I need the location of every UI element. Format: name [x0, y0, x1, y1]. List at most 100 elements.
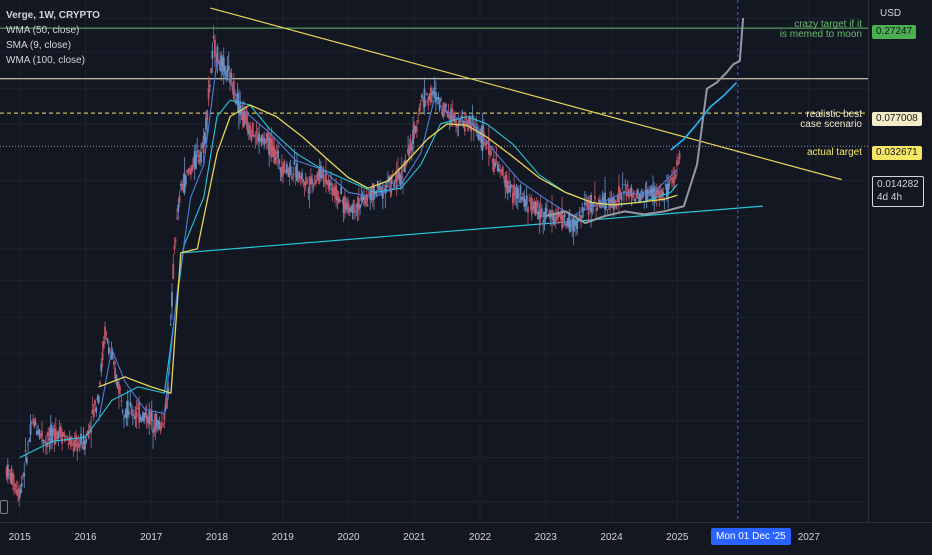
- candle-body-7: [15, 484, 17, 487]
- legend-sma9[interactable]: SMA (9, close): [6, 38, 100, 53]
- candle-body-16: [26, 457, 28, 463]
- candle-body-428: [546, 209, 548, 210]
- candle-body-243: [312, 187, 314, 188]
- candle-body-327: [419, 108, 421, 112]
- candle-body-167: [217, 47, 219, 63]
- candle-body-98: [129, 402, 131, 406]
- time-axis[interactable]: [0, 522, 932, 551]
- candle-body-57: [78, 443, 80, 444]
- candle-body-17: [27, 444, 29, 445]
- price-tag-crazy[interactable]: 0.27247: [872, 25, 916, 39]
- candle-body-402: [513, 184, 515, 196]
- candle-body-5: [12, 473, 14, 486]
- candle-body-301: [386, 186, 388, 188]
- candle-body-405: [517, 188, 519, 198]
- candle-body-18: [28, 440, 30, 442]
- candle-body-295: [378, 186, 380, 190]
- candle-body-75: [100, 363, 102, 371]
- bar-countdown: 4d 4h: [877, 191, 919, 204]
- candle-body-492: [627, 185, 629, 186]
- candle-body-416: [531, 198, 533, 215]
- crosshair-date-label: Mon 01 Dec '25: [711, 528, 791, 545]
- candle-body-12: [21, 483, 23, 486]
- candle-body-144: [187, 172, 189, 173]
- candle-body-19: [30, 424, 32, 435]
- candle-body-66: [89, 426, 91, 427]
- candle-body-442: [564, 213, 566, 217]
- price-tag-realistic[interactable]: 0.077008: [872, 112, 922, 126]
- candle-body-348: [445, 104, 447, 107]
- candle-body-137: [179, 196, 181, 203]
- candle-body-234: [301, 173, 303, 179]
- price-scale[interactable]: [868, 0, 932, 522]
- candle-body-93: [123, 418, 125, 419]
- candle-body-142: [185, 175, 187, 184]
- candle-body-231: [297, 182, 299, 183]
- candle-body-77: [103, 341, 105, 348]
- candle-body-63: [85, 439, 87, 443]
- candle-body-29: [42, 440, 44, 442]
- candle-body-328: [420, 104, 422, 105]
- candle-body-230: [296, 163, 298, 181]
- candle-body-452: [576, 221, 578, 229]
- candle-body-90: [119, 389, 121, 390]
- price-tag-actual[interactable]: 0.032671: [872, 146, 922, 160]
- candle-body-488: [622, 184, 624, 185]
- candle-body-73: [98, 396, 100, 403]
- annotation-actual: actual target: [807, 148, 862, 158]
- legend-symbol[interactable]: Verge, 1W, CRYPTO: [6, 8, 100, 23]
- candle-body-176: [228, 66, 230, 70]
- candle-body-164: [213, 36, 215, 38]
- candle-body-99: [131, 409, 133, 414]
- candle-body-216: [278, 159, 280, 164]
- candle-body-41: [57, 433, 59, 439]
- candle-body-39: [55, 429, 57, 442]
- candle-body-277: [355, 211, 357, 212]
- currency-label[interactable]: USD: [880, 8, 901, 19]
- candle-body-190: [246, 115, 248, 124]
- collapse-panel-icon[interactable]: [0, 500, 8, 514]
- candle-body-191: [247, 123, 249, 132]
- candle-body-113: [148, 412, 150, 424]
- candle-body-468: [597, 208, 599, 209]
- candle-body-20: [31, 422, 33, 423]
- candle-body-101: [133, 414, 135, 415]
- candle-body-154: [200, 152, 202, 163]
- candle-body-408: [521, 197, 523, 201]
- candle-body-275: [353, 200, 355, 213]
- candle-body-1: [7, 465, 9, 479]
- candle-body-194: [251, 134, 253, 140]
- candle-body-74: [99, 382, 101, 384]
- legend-wma50[interactable]: WMA (50, close): [6, 23, 100, 38]
- candle-body-533: [679, 153, 681, 160]
- candle-body-131: [171, 292, 173, 306]
- candle-body-23: [35, 422, 37, 425]
- candle-body-79: [105, 332, 107, 333]
- candle-body-123: [161, 422, 163, 423]
- candle-body-340: [435, 92, 437, 101]
- candle-body-398: [508, 181, 510, 183]
- candle-body-227: [292, 174, 294, 175]
- candle-body-497: [633, 191, 635, 192]
- price-tag-current[interactable]: 0.014282 4d 4h: [872, 176, 924, 207]
- candle-body-380: [485, 143, 487, 149]
- candle-body-200: [258, 133, 260, 143]
- candle-body-91: [121, 400, 123, 401]
- current-price-value: 0.014282: [877, 178, 919, 191]
- candle-body-69: [93, 410, 95, 418]
- candle-body-321: [411, 146, 413, 150]
- candle-body-280: [359, 205, 361, 208]
- candle-body-157: [204, 133, 206, 144]
- candle-body-333: [426, 93, 428, 95]
- candle-body-441: [562, 218, 564, 220]
- candle-body-15: [25, 450, 27, 452]
- legend-wma100[interactable]: WMA (100, close): [6, 53, 100, 68]
- candle-body-92: [122, 411, 124, 412]
- candle-body-403: [514, 198, 516, 199]
- candle-body-124: [162, 424, 164, 425]
- candle-body-52: [71, 443, 73, 445]
- candle-body-337: [431, 94, 433, 96]
- candle-body-80: [107, 339, 109, 342]
